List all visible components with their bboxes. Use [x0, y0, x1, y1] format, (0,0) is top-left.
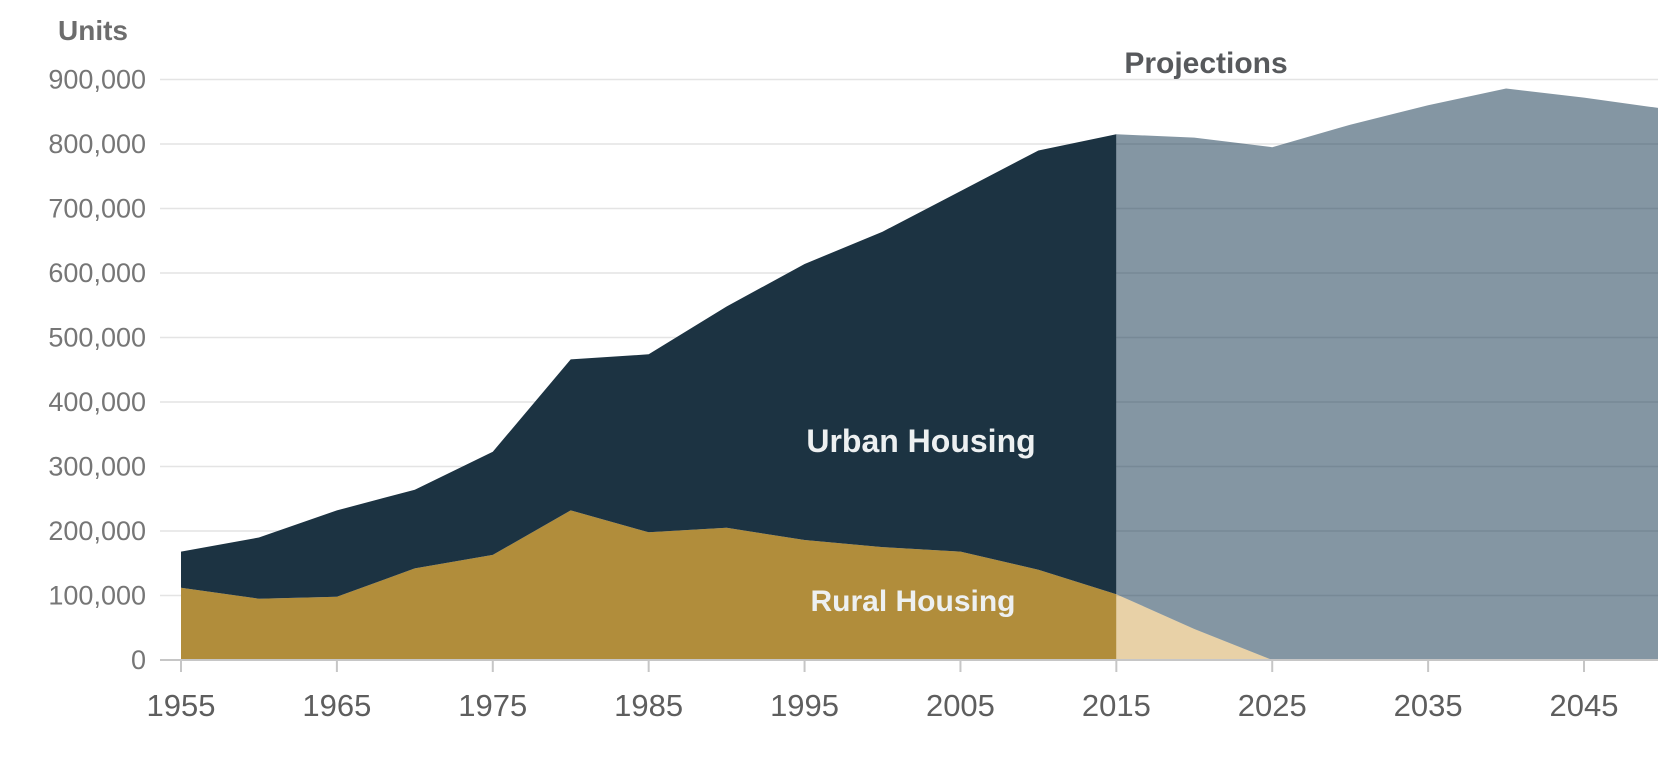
area-urban-housing-projection	[1116, 88, 1658, 660]
y-axis-tick-label: 800,000	[48, 129, 146, 159]
x-axis-tick-label: 1985	[614, 688, 683, 723]
rural-housing-series-label: Rural Housing	[810, 585, 1015, 618]
x-axis-tick-label: 1955	[147, 688, 216, 723]
area-urban-housing-historical	[181, 134, 1117, 599]
y-axis-tick-label: 100,000	[48, 581, 146, 611]
y-axis-tick-label: 300,000	[48, 452, 146, 482]
projections-section-label: Projections	[1124, 47, 1287, 80]
urban-housing-series-label: Urban Housing	[806, 423, 1035, 459]
y-axis-tick-label: 500,000	[48, 323, 146, 353]
y-axis-title: Units	[58, 15, 128, 46]
y-axis-tick-label: 600,000	[48, 258, 146, 288]
y-axis-tick-label: 400,000	[48, 387, 146, 417]
x-axis-tick-label: 2025	[1238, 688, 1307, 723]
x-axis-tick-label: 1965	[302, 688, 371, 723]
y-axis-tick-label: 200,000	[48, 516, 146, 546]
area-rural-housing-projection	[1116, 594, 1658, 660]
x-axis-tick-label: 2005	[926, 688, 995, 723]
x-axis-tick-label: 2035	[1394, 688, 1463, 723]
x-axis-tick-label: 1995	[770, 688, 839, 723]
y-axis-tick-label: 0	[131, 645, 146, 675]
x-axis-tick-label: 1975	[458, 688, 527, 723]
x-axis-tick-label: 2045	[1550, 688, 1619, 723]
y-axis-tick-label: 700,000	[48, 194, 146, 224]
x-axis-tick-label: 2015	[1082, 688, 1151, 723]
y-axis-tick-label: 900,000	[48, 65, 146, 95]
area-rural-housing-historical	[181, 510, 1117, 660]
